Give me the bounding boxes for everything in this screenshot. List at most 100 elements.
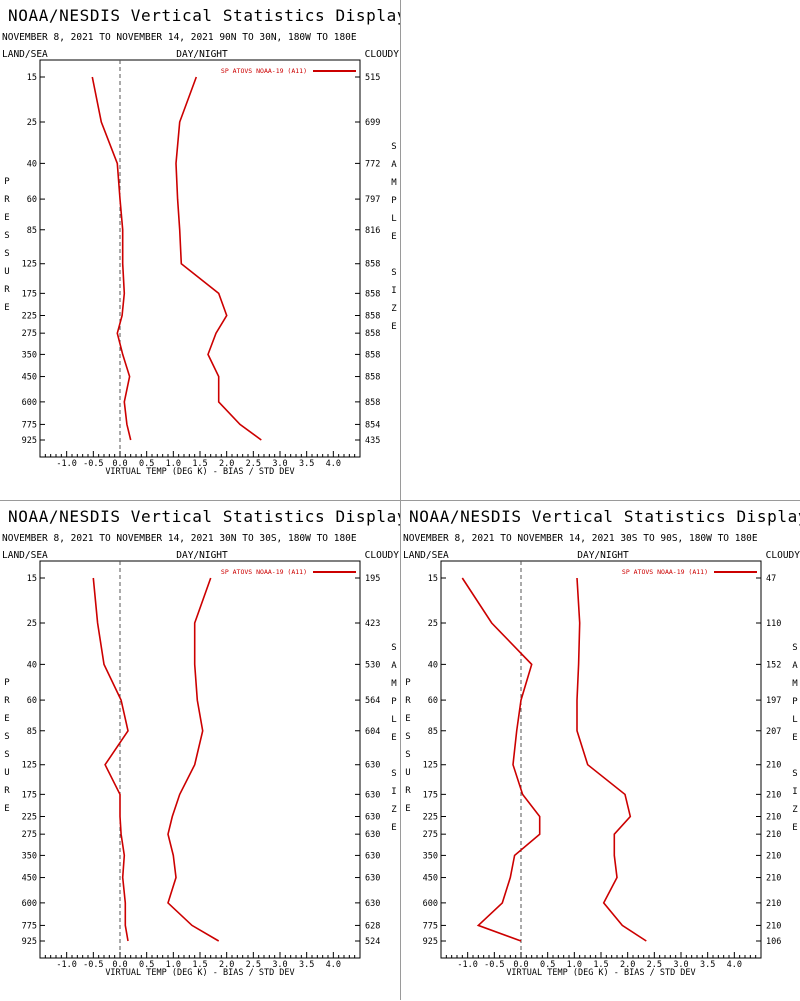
- pressure-level-label: 450: [423, 874, 438, 884]
- pressure-axis-label-letter: S: [4, 231, 9, 241]
- sample-size-label: 210: [766, 830, 781, 840]
- x-axis-label: VIRTUAL TEMP (DEG K) - BIAS / STD DEV: [105, 968, 294, 978]
- sample-size-label: 816: [365, 226, 380, 236]
- panel-title: NOAA/NESDIS Vertical Statistics Display: [8, 507, 400, 526]
- cloudy-label: CLOUDY: [365, 550, 400, 561]
- pressure-level-label: 775: [423, 921, 438, 931]
- pressure-axis-label-letter: R: [405, 696, 411, 706]
- x-tick-label: 0.0: [112, 459, 127, 469]
- sample-size-label: 210: [766, 761, 781, 771]
- sample-label-letter: M: [391, 178, 397, 188]
- panel-subtitle: NOVEMBER 8, 2021 TO NOVEMBER 14, 2021 30…: [403, 533, 758, 544]
- pressure-level-label: 15: [428, 574, 438, 584]
- x-tick-label: -1.0: [457, 960, 477, 970]
- sample-size-label: 628: [365, 921, 380, 931]
- pressure-level-label: 225: [423, 812, 438, 822]
- sample-size-label: 604: [365, 727, 380, 737]
- x-tick-label: 2.0: [219, 960, 234, 970]
- x-tick-label: 0.5: [139, 960, 154, 970]
- x-tick-label: 1.5: [593, 960, 608, 970]
- sample-label-letter: S: [792, 643, 797, 653]
- plot-frame: [440, 560, 762, 959]
- x-axis-label: VIRTUAL TEMP (DEG K) - BIAS / STD DEV: [105, 467, 294, 477]
- pressure-level-label: 175: [22, 289, 37, 299]
- cloudy-label: CLOUDY: [766, 550, 800, 561]
- pressure-level-label: 60: [27, 195, 37, 205]
- pressure-level-label: 275: [22, 329, 37, 339]
- land-sea-label: LAND/SEA: [2, 550, 48, 561]
- pressure-level-label: 450: [22, 373, 37, 383]
- pressure-level-label: 775: [22, 921, 37, 931]
- pressure-level-label: 775: [22, 420, 37, 430]
- pressure-level-label: 600: [22, 398, 37, 408]
- x-tick-label: 3.5: [299, 459, 314, 469]
- pressure-axis-label-letter: E: [4, 213, 9, 223]
- size-label-letter: Z: [792, 805, 798, 815]
- sample-size-label: 110: [766, 619, 781, 629]
- x-tick-label: 3.5: [700, 960, 715, 970]
- x-tick-label: 4.0: [326, 459, 341, 469]
- pressure-level-label: 85: [27, 226, 37, 236]
- chart-panel-30s-90s: NOAA/NESDIS Vertical Statistics Display N…: [403, 507, 800, 978]
- pressure-level-label: 350: [22, 350, 37, 360]
- land-sea-label: LAND/SEA: [2, 49, 48, 60]
- size-label-letter: E: [792, 823, 797, 833]
- pressure-level-label: 450: [22, 874, 37, 884]
- pressure-axis-label-letter: R: [4, 696, 10, 706]
- bias-series-line: [91, 76, 132, 441]
- pressure-axis-label-letter: E: [4, 714, 9, 724]
- std-dev-series-line: [576, 577, 647, 942]
- pressure-level-label: 350: [22, 851, 37, 861]
- sample-size-label: 435: [365, 436, 380, 446]
- pressure-axis-label-letter: R: [4, 195, 10, 205]
- pressure-level-label: 600: [22, 899, 37, 909]
- pressure-axis-label-letter: U: [4, 267, 9, 277]
- pressure-axis-label-letter: R: [405, 786, 411, 796]
- sample-label-letter: M: [391, 679, 397, 689]
- day-night-label: DAY/NIGHT: [176, 49, 228, 60]
- x-tick-label: 3.0: [272, 459, 287, 469]
- pressure-level-label: 25: [428, 619, 438, 629]
- size-label-letter: E: [391, 322, 396, 332]
- pressure-level-label: 40: [27, 660, 37, 670]
- pressure-axis-label-letter: S: [4, 750, 9, 760]
- sample-size-label: 858: [365, 289, 380, 299]
- pressure-level-label: 350: [423, 851, 438, 861]
- pressure-level-label: 925: [22, 436, 37, 446]
- x-tick-label: 2.0: [219, 459, 234, 469]
- pressure-level-label: 925: [22, 937, 37, 947]
- size-label-letter: I: [391, 286, 396, 296]
- pressure-axis-label-letter: U: [405, 768, 410, 778]
- sample-size-label: 152: [766, 660, 781, 670]
- x-tick-label: 1.0: [166, 459, 181, 469]
- pressure-axis-label-letter: S: [405, 732, 410, 742]
- pressure-level-label: 15: [27, 73, 37, 83]
- sample-size-label: 210: [766, 790, 781, 800]
- sample-size-label: 858: [365, 373, 380, 383]
- pressure-level-label: 125: [22, 761, 37, 771]
- size-label-letter: Z: [391, 304, 397, 314]
- pressure-level-label: 275: [423, 830, 438, 840]
- pressure-axis-label-letter: E: [405, 714, 410, 724]
- pressure-level-label: 25: [27, 619, 37, 629]
- x-tick-label: 4.0: [326, 960, 341, 970]
- sample-size-label: 858: [365, 329, 380, 339]
- x-tick-label: 2.5: [246, 459, 261, 469]
- sample-size-label: 858: [365, 311, 380, 321]
- x-tick-label: 0.5: [139, 459, 154, 469]
- x-tick-label: 2.5: [647, 960, 662, 970]
- pressure-level-label: 125: [22, 260, 37, 270]
- pressure-level-label: 40: [27, 159, 37, 169]
- sample-label-letter: M: [792, 679, 798, 689]
- pressure-level-label: 60: [27, 696, 37, 706]
- sample-label-letter: E: [391, 232, 396, 242]
- chart-panel-30n-30s: NOAA/NESDIS Vertical Statistics Display N…: [2, 507, 400, 978]
- std-dev-series-line: [175, 76, 262, 441]
- sample-label-letter: P: [792, 697, 798, 707]
- pressure-level-label: 925: [423, 937, 438, 947]
- sample-label-letter: P: [391, 697, 397, 707]
- sample-label-letter: A: [391, 160, 397, 170]
- size-label-letter: Z: [391, 805, 397, 815]
- size-label-letter: S: [792, 769, 797, 779]
